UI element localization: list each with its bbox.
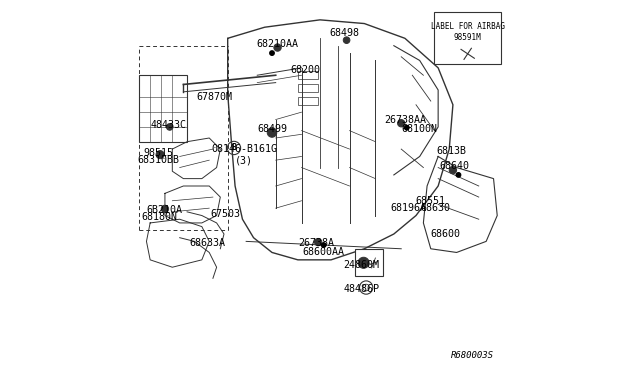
Circle shape <box>404 125 409 130</box>
Text: 48486P: 48486P <box>344 284 380 294</box>
Circle shape <box>456 173 461 177</box>
Text: 68551: 68551 <box>416 196 446 206</box>
Circle shape <box>274 44 281 51</box>
Text: 68640: 68640 <box>440 161 470 171</box>
Text: 68633A: 68633A <box>189 238 225 248</box>
Bar <box>298 84 318 92</box>
Circle shape <box>156 151 164 159</box>
Text: B: B <box>232 144 236 153</box>
Text: 68310BB: 68310BB <box>138 155 180 165</box>
Text: 68100N: 68100N <box>402 124 438 134</box>
Circle shape <box>397 119 405 127</box>
Bar <box>298 71 318 79</box>
Text: 68630: 68630 <box>420 203 450 213</box>
Text: 08146-B161G
(3): 08146-B161G (3) <box>211 144 277 166</box>
Text: 98515: 98515 <box>143 148 173 158</box>
Bar <box>139 75 187 142</box>
Text: 6B210A: 6B210A <box>146 205 182 215</box>
Text: 68180N: 68180N <box>141 212 177 222</box>
Text: 68499: 68499 <box>257 124 287 134</box>
Text: 6813B: 6813B <box>436 146 466 156</box>
Text: LABEL FOR AIRBAG: LABEL FOR AIRBAG <box>431 22 505 32</box>
Text: 98591M: 98591M <box>454 33 481 42</box>
Text: 24860M: 24860M <box>344 260 380 270</box>
Text: 67503: 67503 <box>211 209 241 219</box>
Text: 68600AA: 68600AA <box>302 247 344 257</box>
Text: 26738A: 26738A <box>298 238 334 248</box>
Text: 68200: 68200 <box>290 65 320 75</box>
Text: 68196A: 68196A <box>390 203 427 213</box>
Circle shape <box>268 128 277 137</box>
Circle shape <box>358 257 369 268</box>
Bar <box>355 249 383 276</box>
Text: 68600: 68600 <box>431 229 461 239</box>
Bar <box>298 97 318 105</box>
Bar <box>435 13 501 64</box>
Text: 26738AA: 26738AA <box>384 115 426 125</box>
Circle shape <box>314 238 322 246</box>
Text: R680003S: R680003S <box>451 350 493 359</box>
Circle shape <box>321 243 326 247</box>
Circle shape <box>449 166 456 174</box>
Circle shape <box>166 124 173 130</box>
Circle shape <box>343 37 350 44</box>
Text: 68498: 68498 <box>329 28 359 38</box>
Text: 68210AA: 68210AA <box>257 39 298 49</box>
Text: 67870M: 67870M <box>196 92 233 102</box>
Text: 48433C: 48433C <box>150 120 187 130</box>
Circle shape <box>161 205 168 212</box>
Circle shape <box>270 51 274 55</box>
